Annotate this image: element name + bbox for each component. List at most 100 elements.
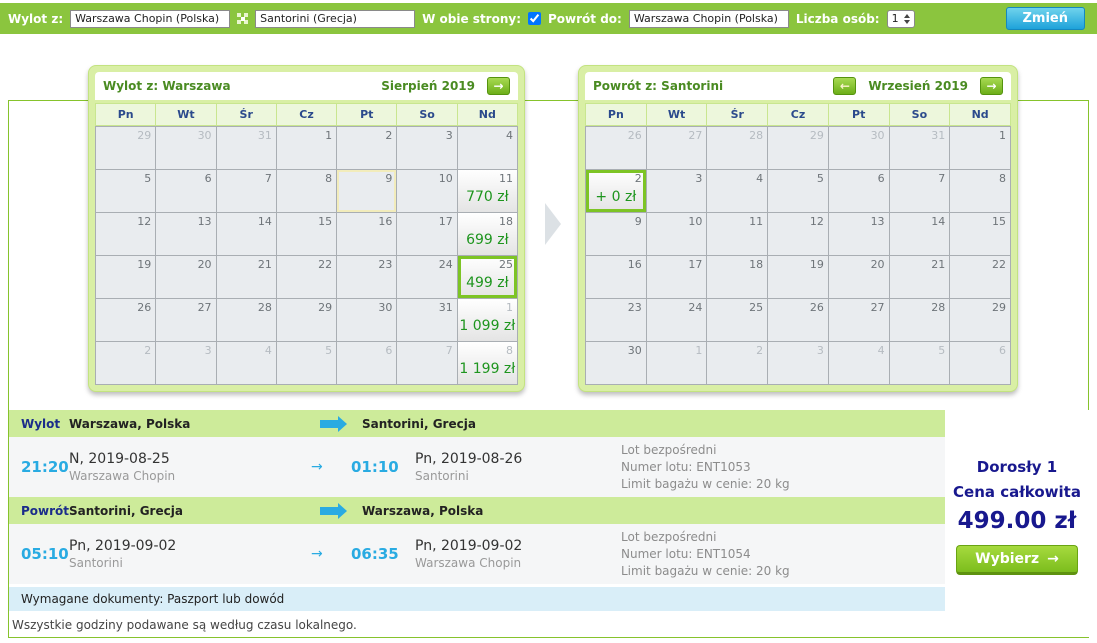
calendar-day-cell[interactable]: 30 bbox=[586, 342, 647, 385]
calendar-day-cell[interactable]: 17 bbox=[646, 256, 708, 299]
calendar-day-cell[interactable]: 25 499 zł bbox=[457, 256, 518, 299]
calendar-day-cell[interactable]: 26 bbox=[768, 299, 829, 342]
calendar-day-cell[interactable]: 20 bbox=[156, 256, 217, 299]
calendar-day-cell[interactable]: 28 bbox=[889, 299, 951, 342]
return-label: Powrót bbox=[21, 503, 70, 518]
calendar-day-cell[interactable]: 24 bbox=[397, 256, 458, 299]
calendar-day-cell[interactable]: 16 bbox=[337, 213, 398, 256]
calendar-day-cell[interactable]: 2 bbox=[96, 342, 157, 385]
calendar-day-cell[interactable]: 22 bbox=[276, 256, 338, 299]
calendar-day-cell[interactable]: 4 bbox=[216, 342, 277, 385]
calendar-day-cell[interactable]: 30 bbox=[828, 127, 890, 170]
persons-select[interactable]: 1 bbox=[886, 9, 915, 28]
change-search-button[interactable]: Zmień bbox=[1005, 7, 1085, 30]
calendar-day-cell[interactable]: 3 bbox=[397, 127, 458, 170]
calendar-day-cell[interactable]: 7 bbox=[397, 342, 458, 385]
calendar-day-cell[interactable]: 1 bbox=[646, 342, 708, 385]
calendar-day-cell[interactable]: 29 bbox=[96, 127, 157, 170]
calendar-day-cell[interactable]: 14 bbox=[889, 213, 951, 256]
calendar-day-cell[interactable]: 7 bbox=[216, 170, 277, 213]
calendar-day-cell[interactable]: 4 bbox=[707, 170, 769, 213]
price-panel: Dorosły 1 Cena całkowita 499.00 zł Wybie… bbox=[945, 410, 1089, 637]
calendar-day-cell[interactable]: 4 bbox=[457, 127, 518, 170]
calendar-day-cell[interactable]: 5 bbox=[768, 170, 829, 213]
calendar-day-cell[interactable]: 21 bbox=[889, 256, 951, 299]
calendar-day-cell[interactable]: 25 bbox=[707, 299, 769, 342]
return-to-input[interactable] bbox=[628, 9, 789, 28]
calendar-day-cell[interactable]: 26 bbox=[586, 127, 647, 170]
calendar-day-cell[interactable]: 11 770 zł bbox=[457, 170, 518, 213]
calendar-day-cell[interactable]: 27 bbox=[646, 127, 708, 170]
calendar-day-cell[interactable]: 5 bbox=[889, 342, 951, 385]
calendar-day-cell[interactable]: 8 bbox=[276, 170, 338, 213]
calendar-day-cell[interactable]: 19 bbox=[96, 256, 157, 299]
calendar-day-cell[interactable]: 23 bbox=[337, 256, 398, 299]
calendar-day-cell[interactable]: 30 bbox=[156, 127, 217, 170]
calendar-day-cell[interactable]: 13 bbox=[156, 213, 217, 256]
calendar-day-cell[interactable]: 13 bbox=[828, 213, 890, 256]
calendar-day-cell[interactable]: 9 bbox=[337, 170, 398, 213]
prev-month-icon[interactable]: ← bbox=[833, 77, 857, 95]
calendar-day-cell[interactable]: 12 bbox=[768, 213, 829, 256]
calendar-day-cell[interactable]: 28 bbox=[707, 127, 769, 170]
calendar-day-cell[interactable]: 3 bbox=[768, 342, 829, 385]
calendar-day-cell[interactable]: 9 bbox=[586, 213, 647, 256]
calendar-day-cell[interactable]: 6 bbox=[337, 342, 398, 385]
calendar-day-cell[interactable]: 7 bbox=[889, 170, 951, 213]
calendar-day-cell[interactable]: 8 bbox=[950, 170, 1011, 213]
calendar-day-cell[interactable]: 23 bbox=[586, 299, 647, 342]
calendar-day-cell[interactable]: 6 bbox=[828, 170, 890, 213]
calendar-day-cell[interactable]: 14 bbox=[216, 213, 277, 256]
calendar-day-cell[interactable]: 22 bbox=[950, 256, 1011, 299]
calendar-day-cell[interactable]: 12 bbox=[96, 213, 157, 256]
calendar-day-cell[interactable]: 31 bbox=[397, 299, 458, 342]
calendar-day-cell[interactable]: 19 bbox=[768, 256, 829, 299]
calendar-day-cell[interactable]: 2 bbox=[337, 127, 398, 170]
outbound-to: Santorini, Grecja bbox=[362, 416, 476, 431]
calendar-day-cell[interactable]: 5 bbox=[96, 170, 157, 213]
calendar-day-cell[interactable]: 1 bbox=[950, 127, 1011, 170]
next-month-icon[interactable]: → bbox=[487, 77, 510, 95]
calendar-day-cell[interactable]: 31 bbox=[889, 127, 951, 170]
calendar-day-cell[interactable]: 27 bbox=[156, 299, 217, 342]
calendar-day-cell[interactable]: 6 bbox=[156, 170, 217, 213]
calendar-day-cell[interactable]: 30 bbox=[337, 299, 398, 342]
calendar-day-cell[interactable]: 3 bbox=[156, 342, 217, 385]
swap-airports-icon[interactable] bbox=[237, 13, 249, 24]
calendar-day-cell[interactable]: 26 bbox=[96, 299, 157, 342]
calendar-day-cell[interactable]: 4 bbox=[828, 342, 890, 385]
calendar-day-cell[interactable]: 16 bbox=[586, 256, 647, 299]
calendar-day-cell[interactable]: 31 bbox=[216, 127, 277, 170]
calendar-day-cell[interactable]: 2 bbox=[707, 342, 769, 385]
calendar-day-cell[interactable]: 2 + 0 zł bbox=[586, 170, 647, 213]
calendar-day-cell[interactable]: 20 bbox=[828, 256, 890, 299]
calendar-day-cell[interactable]: 10 bbox=[397, 170, 458, 213]
calendar-day-cell[interactable]: 28 bbox=[216, 299, 277, 342]
calendar-day-cell[interactable]: 10 bbox=[646, 213, 708, 256]
stepper-icon bbox=[903, 13, 910, 24]
to-input[interactable] bbox=[255, 9, 416, 28]
calendar-day-cell[interactable]: 15 bbox=[276, 213, 338, 256]
calendar-day-cell[interactable]: 24 bbox=[646, 299, 708, 342]
calendar-day-cell[interactable]: 21 bbox=[216, 256, 277, 299]
calendar-day-cell[interactable]: 5 bbox=[276, 342, 338, 385]
day-names-row: Pn Wt Śr Cz Pt So Nd bbox=[585, 103, 1011, 126]
calendar-day-cell[interactable]: 18 699 zł bbox=[457, 213, 518, 256]
calendar-day-cell[interactable]: 18 bbox=[707, 256, 769, 299]
calendar-day-cell[interactable]: 29 bbox=[768, 127, 829, 170]
calendar-day-cell[interactable]: 11 bbox=[707, 213, 769, 256]
next-month-icon[interactable]: → bbox=[980, 77, 1003, 95]
from-input[interactable] bbox=[70, 9, 231, 28]
calendar-day-cell[interactable]: 1 bbox=[276, 127, 338, 170]
calendar-day-cell[interactable]: 27 bbox=[828, 299, 890, 342]
round-trip-checkbox[interactable] bbox=[528, 12, 542, 25]
calendar-day-cell[interactable]: 29 bbox=[950, 299, 1011, 342]
calendar-day-cell[interactable]: 3 bbox=[646, 170, 708, 213]
calendar-day-cell[interactable]: 17 bbox=[397, 213, 458, 256]
calendar-day-cell[interactable]: 6 bbox=[950, 342, 1011, 385]
select-flight-button[interactable]: Wybierz → bbox=[956, 545, 1078, 575]
calendar-day-cell[interactable]: 15 bbox=[950, 213, 1011, 256]
calendar-day-cell[interactable]: 29 bbox=[276, 299, 338, 342]
